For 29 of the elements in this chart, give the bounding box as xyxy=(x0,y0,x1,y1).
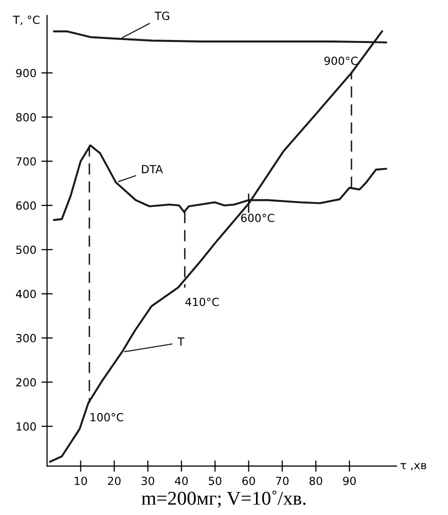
annotation: 600°C xyxy=(241,214,274,222)
x-tick-label: 40 xyxy=(174,476,188,486)
annotation: 100°C xyxy=(90,412,124,422)
y-tick-label: 500 xyxy=(16,246,36,254)
legend-label: T xyxy=(177,338,184,346)
annotation: 410°C xyxy=(185,298,219,306)
text: DTA xyxy=(142,165,163,174)
x-tick-label: 60 xyxy=(242,476,255,486)
x-tick-label: 50 xyxy=(208,476,222,486)
series-label: TG xyxy=(154,12,170,20)
x-tick-label: 10 xyxy=(74,476,87,486)
y-axis-title: T, °C xyxy=(12,16,40,26)
y-tick-label: 800 xyxy=(16,113,36,122)
x-axis-title: τ ,хв xyxy=(400,463,426,470)
x-tick-label: 80 xyxy=(310,476,322,486)
line-series xyxy=(49,30,384,463)
x-tick-label: 30 xyxy=(142,476,154,486)
annotation: 900°C xyxy=(324,56,358,65)
y-tick-label: 600 xyxy=(16,201,36,210)
text: m=200мг; V=10˚/хв. xyxy=(142,490,306,508)
y-tick-label: 900 xyxy=(16,68,36,78)
x-tick-label: 70 xyxy=(276,476,289,486)
y-tick-label: 400 xyxy=(16,290,36,298)
y-tick-label: 300 xyxy=(16,334,36,342)
y-tick-label: 200 xyxy=(16,378,36,387)
y-tick-label: 700 xyxy=(16,157,36,166)
y-tick-label: 100 xyxy=(16,422,36,431)
x-tick-label: 20 xyxy=(108,476,121,486)
x-tick-label: 90 xyxy=(343,476,356,486)
